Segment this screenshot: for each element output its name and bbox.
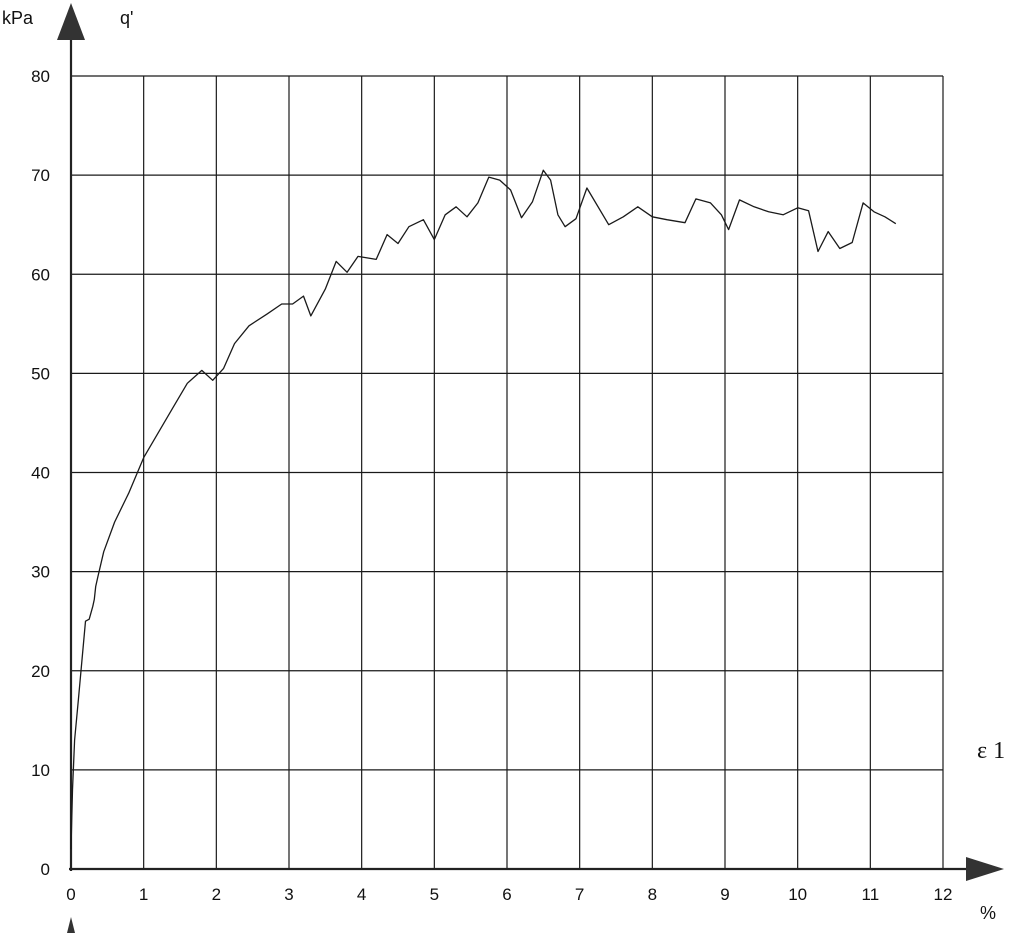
x-tick-label: 7	[575, 885, 584, 904]
data-series	[70, 169, 897, 850]
axis-labels: kPa q' ε 1 %	[2, 8, 1005, 923]
origin-marker-icon	[67, 917, 75, 933]
y-tick-label: 50	[31, 364, 50, 383]
y-unit-label: kPa	[2, 8, 34, 28]
y-tick-label: 40	[31, 464, 50, 483]
y-tick-label: 80	[31, 67, 50, 86]
y-tick-label: 70	[31, 166, 50, 185]
x-tick-label: 9	[720, 885, 729, 904]
x-tick-label: 2	[212, 885, 221, 904]
x-tick-label: 4	[357, 885, 366, 904]
x-tick-label: 3	[284, 885, 293, 904]
x-tick-label: 8	[648, 885, 657, 904]
x-tick-label: 0	[66, 885, 75, 904]
x-tick-label: 6	[502, 885, 511, 904]
x-symbol-label: ε 1	[977, 738, 1005, 764]
y-tick-label: 10	[31, 761, 50, 780]
y-tick-label: 20	[31, 662, 50, 681]
y-tick-label: 30	[31, 563, 50, 582]
y-tick-label: 60	[31, 265, 50, 284]
x-tick-label: 11	[862, 885, 880, 904]
series-line	[70, 169, 897, 850]
y-axis-arrow-icon	[57, 3, 85, 40]
y-symbol-label: q'	[120, 8, 133, 28]
x-unit-label: %	[980, 903, 996, 923]
x-axis-arrow-icon	[966, 857, 1004, 881]
x-tick-label: 1	[139, 885, 148, 904]
axes	[57, 3, 1004, 933]
x-tick-label: 10	[788, 885, 807, 904]
y-tick-label: 0	[41, 860, 50, 879]
grid	[71, 75, 944, 869]
x-tick-label: 5	[430, 885, 439, 904]
x-tick-label: 12	[934, 885, 953, 904]
